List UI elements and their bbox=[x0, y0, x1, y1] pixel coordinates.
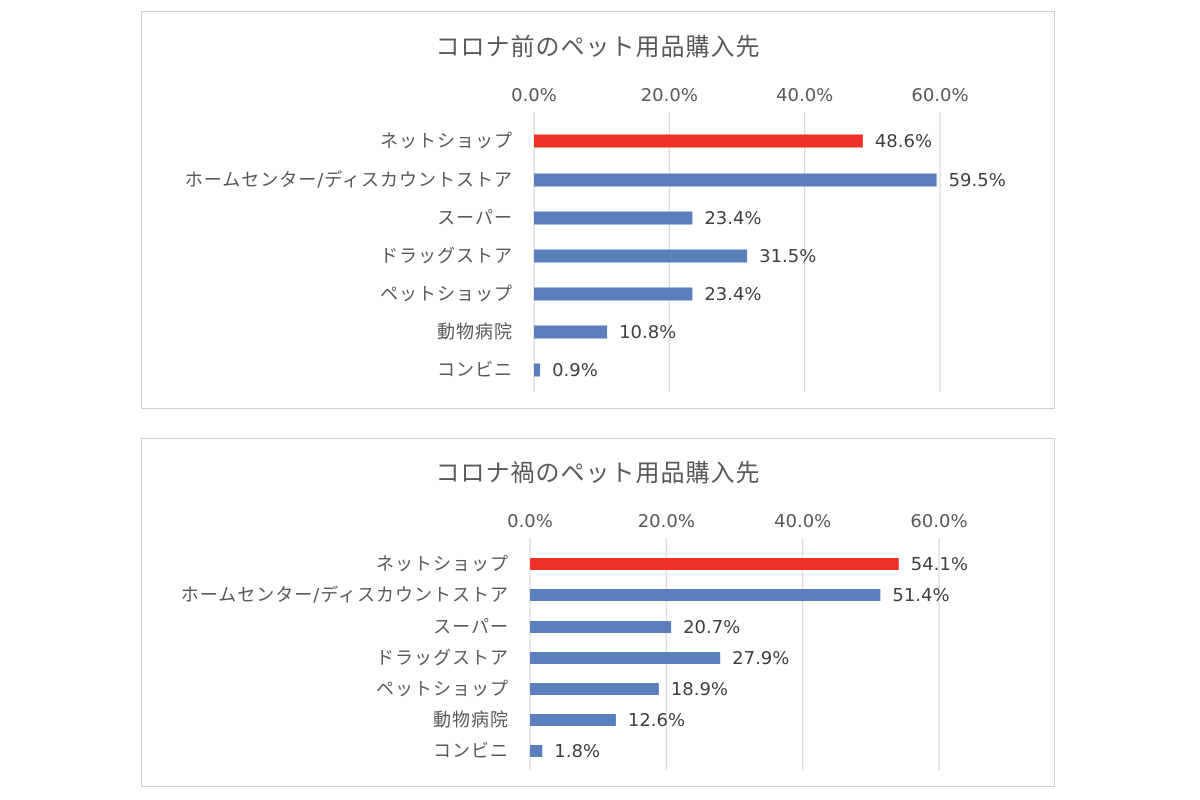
value-label: 23.4% bbox=[704, 284, 761, 305]
chart-title-before: コロナ前のペット用品購入先 bbox=[436, 33, 761, 61]
value-label: 54.1% bbox=[911, 554, 968, 575]
bar bbox=[530, 589, 881, 601]
bar bbox=[530, 683, 659, 695]
bar bbox=[530, 558, 899, 570]
x-tick-label: 60.0% bbox=[910, 511, 967, 532]
chart-panel-during bbox=[141, 438, 1055, 787]
category-label: ドラッグストア bbox=[376, 648, 509, 669]
category-label: コンビニ bbox=[433, 741, 509, 762]
value-label: 48.6% bbox=[875, 131, 932, 152]
chart-panel-before bbox=[141, 11, 1055, 409]
value-label: 18.9% bbox=[671, 679, 728, 700]
category-label: ペットショップ bbox=[376, 679, 509, 700]
category-label: スーパー bbox=[437, 208, 513, 229]
category-label: ドラッグストア bbox=[380, 246, 513, 267]
bar bbox=[534, 325, 608, 339]
category-label: ホームセンター/ディスカウントストア bbox=[185, 170, 513, 191]
category-label: ネットショップ bbox=[376, 554, 509, 575]
value-label: 1.8% bbox=[554, 741, 600, 762]
bar bbox=[530, 652, 721, 664]
x-tick-label: 40.0% bbox=[776, 85, 833, 106]
value-label: 31.5% bbox=[759, 246, 816, 267]
bar bbox=[534, 249, 748, 263]
bar bbox=[530, 714, 616, 726]
bar bbox=[530, 745, 543, 757]
value-label: 51.4% bbox=[892, 585, 949, 606]
bar bbox=[530, 621, 672, 633]
bar bbox=[534, 287, 693, 301]
category-label: スーパー bbox=[433, 617, 509, 638]
category-label: コンビニ bbox=[437, 360, 513, 381]
value-label: 10.8% bbox=[619, 322, 676, 343]
value-label: 23.4% bbox=[704, 208, 761, 229]
value-label: 20.7% bbox=[683, 617, 740, 638]
x-tick-label: 60.0% bbox=[911, 85, 968, 106]
bar bbox=[534, 173, 937, 187]
x-tick-label: 40.0% bbox=[774, 511, 831, 532]
x-tick-label: 0.0% bbox=[511, 85, 557, 106]
bar bbox=[534, 363, 541, 377]
value-label: 27.9% bbox=[732, 648, 789, 669]
value-label: 0.9% bbox=[552, 360, 598, 381]
category-label: ネットショップ bbox=[380, 131, 513, 152]
chart-title-during: コロナ禍のペット用品購入先 bbox=[436, 459, 761, 487]
bar bbox=[534, 134, 863, 148]
x-tick-label: 20.0% bbox=[638, 511, 695, 532]
x-tick-label: 0.0% bbox=[507, 511, 553, 532]
category-label: ペットショップ bbox=[380, 284, 513, 305]
bar bbox=[534, 211, 693, 225]
value-label: 12.6% bbox=[628, 710, 685, 731]
category-label: 動物病院 bbox=[433, 710, 509, 731]
x-tick-label: 20.0% bbox=[641, 85, 698, 106]
category-label: ホームセンター/ディスカウントストア bbox=[181, 585, 509, 606]
category-label: 動物病院 bbox=[437, 322, 513, 343]
value-label: 59.5% bbox=[949, 170, 1006, 191]
